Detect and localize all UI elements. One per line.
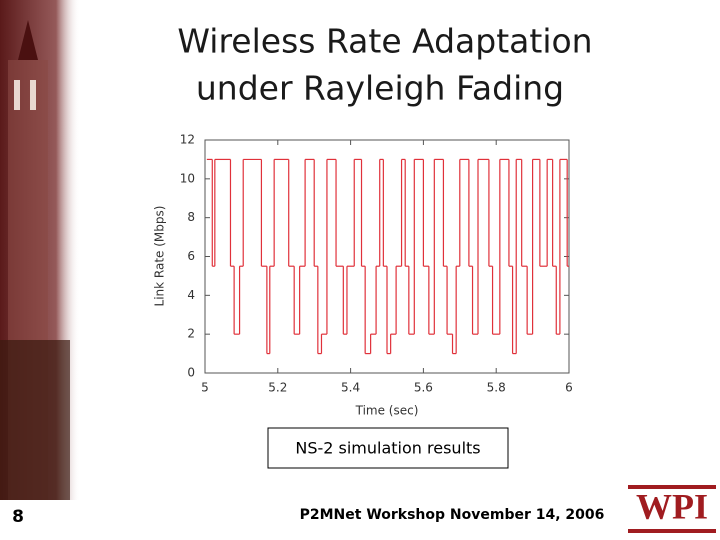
x-tick-label: 5.4 — [341, 381, 360, 395]
y-tick-label: 6 — [187, 249, 195, 263]
slide-title: under Rayleigh Fading — [196, 69, 564, 108]
footer: P2MNet Workshop November 14, 2006 — [300, 507, 605, 523]
x-tick-label: 5.6 — [414, 381, 433, 395]
y-tick-label: 12 — [180, 133, 195, 147]
x-axis-label: Time (sec) — [355, 404, 419, 418]
caption-box — [267, 427, 509, 469]
logo-text: WPI — [636, 486, 708, 526]
building-photo — [0, 0, 80, 500]
x-tick-label: 5.8 — [487, 381, 506, 395]
y-tick-label: 8 — [187, 210, 195, 224]
y-tick-label: 4 — [187, 288, 195, 302]
y-axis-label: Link Rate (Mbps) — [153, 206, 167, 307]
logo: WPI — [628, 485, 716, 533]
y-tick-label: 0 — [187, 366, 195, 380]
x-tick-label: 6 — [565, 381, 573, 395]
y-tick-label: 2 — [187, 327, 195, 341]
slide-title: Wireless Rate Adaptation — [177, 22, 592, 61]
x-tick-label: 5.2 — [268, 381, 287, 395]
chart: Time (sec) Link Rate (Mbps) 0 2 4 6 8 10 12 5 5.… — [153, 133, 573, 418]
y-tick-label: 10 — [180, 171, 195, 185]
x-tick-label: 5 — [201, 381, 209, 395]
page-number: 8 — [12, 507, 24, 527]
caption: NS-2 simulation results — [295, 439, 480, 458]
